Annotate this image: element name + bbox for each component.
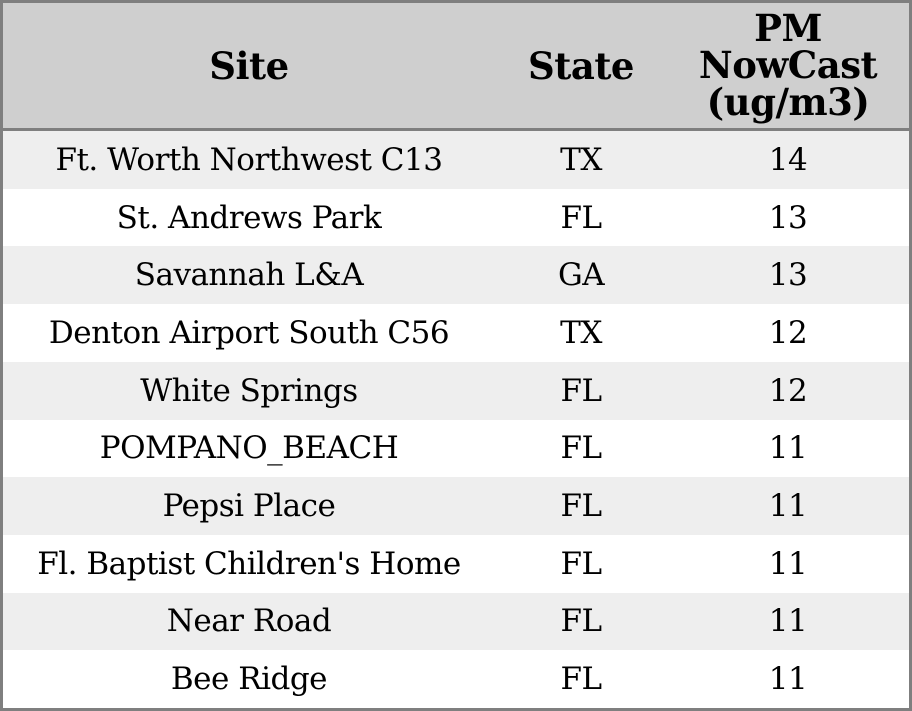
cell-site: Bee Ridge bbox=[170, 661, 328, 698]
cell-state: FL bbox=[560, 488, 602, 525]
cell-site: White Springs bbox=[140, 372, 358, 409]
cell-pm-nowcast: 11 bbox=[768, 430, 808, 467]
cell-site: Savannah L&A bbox=[134, 257, 364, 294]
cell-pm-nowcast: 11 bbox=[768, 545, 808, 582]
table-row: Pepsi Place FL 11 bbox=[3, 477, 909, 535]
cell-site: St. Andrews Park bbox=[116, 199, 382, 236]
cell-state: FL bbox=[560, 603, 602, 640]
pm-header-line-2: NowCast bbox=[698, 43, 878, 87]
cell-site: Fl. Baptist Children's Home bbox=[37, 545, 461, 582]
table-row: Denton Airport South C56 TX 12 bbox=[3, 304, 909, 362]
cell-state: FL bbox=[560, 199, 602, 236]
cell-pm-nowcast: 11 bbox=[768, 488, 808, 525]
cell-site: Pepsi Place bbox=[162, 488, 336, 525]
cell-site: Near Road bbox=[166, 603, 332, 640]
table-body: Ft. Worth Northwest C13 TX 14 St. Andrew… bbox=[3, 131, 909, 708]
table-row: Bee Ridge FL 11 bbox=[3, 650, 909, 708]
cell-pm-nowcast: 13 bbox=[768, 199, 808, 236]
cell-state: FL bbox=[560, 661, 602, 698]
pm-header-line-3: (ug/m3) bbox=[706, 80, 870, 124]
cell-state: FL bbox=[560, 372, 602, 409]
cell-pm-nowcast: 12 bbox=[768, 372, 808, 409]
table-row: POMPANO_BEACH FL 11 bbox=[3, 419, 909, 478]
table-row: St. Andrews Park FL 13 bbox=[3, 188, 909, 247]
cell-state: TX bbox=[560, 141, 602, 178]
column-header-pm-nowcast: PM NowCast (ug/m3) bbox=[667, 3, 909, 128]
table-row: White Springs FL 12 bbox=[3, 361, 909, 420]
table-row: Near Road FL 11 bbox=[3, 592, 909, 651]
table-header-row: Site State PM NowCast (ug/m3) bbox=[3, 3, 909, 131]
pm-nowcast-header-lines: PM NowCast (ug/m3) bbox=[698, 6, 878, 124]
table-row: Fl. Baptist Children's Home FL 11 bbox=[3, 534, 909, 593]
table-row: Savannah L&A GA 13 bbox=[3, 246, 909, 305]
cell-state: GA bbox=[557, 257, 605, 294]
table-row: Ft. Worth Northwest C13 TX 14 bbox=[3, 131, 909, 189]
pm-header-line-1: PM bbox=[754, 6, 822, 50]
cell-state: FL bbox=[560, 545, 602, 582]
cell-site: Denton Airport South C56 bbox=[48, 314, 450, 351]
cell-pm-nowcast: 11 bbox=[768, 661, 808, 698]
cell-state: FL bbox=[560, 430, 602, 467]
cell-pm-nowcast: 14 bbox=[768, 141, 808, 178]
cell-pm-nowcast: 11 bbox=[768, 603, 808, 640]
cell-pm-nowcast: 13 bbox=[768, 257, 808, 294]
cell-state: TX bbox=[560, 314, 602, 351]
column-header-state: State bbox=[528, 43, 634, 88]
cell-pm-nowcast: 12 bbox=[768, 314, 808, 351]
cell-site: Ft. Worth Northwest C13 bbox=[55, 141, 443, 178]
cell-site: POMPANO_BEACH bbox=[99, 430, 399, 467]
column-header-site: Site bbox=[209, 43, 289, 88]
